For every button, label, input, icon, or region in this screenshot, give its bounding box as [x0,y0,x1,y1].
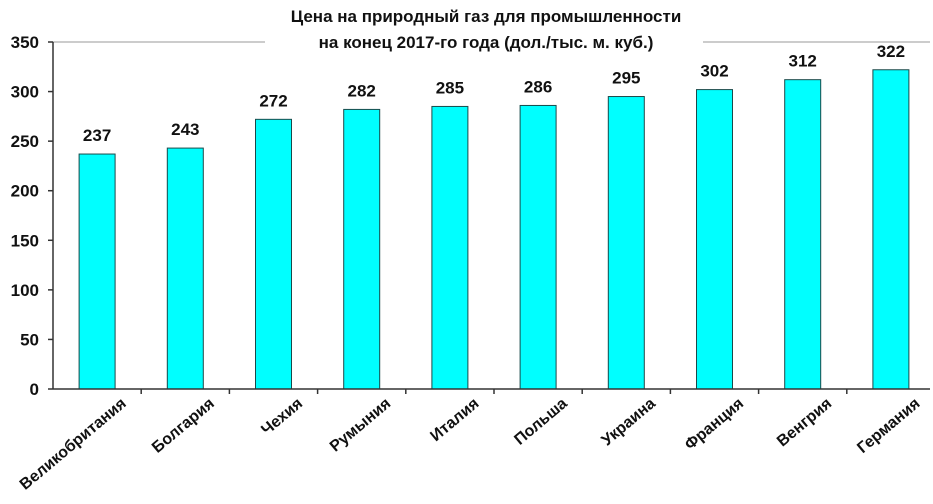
x-tick-label: Венгрия [774,395,835,450]
x-tick-label: Болгария [149,395,218,457]
data-label: 295 [612,69,640,88]
data-label: 322 [877,42,905,61]
data-label: 237 [83,126,111,145]
x-tick-label: Чехия [258,395,306,439]
data-label: 312 [789,52,817,71]
chart-title: Цена на природный газ для промышленности [291,7,682,26]
x-tick-label: Франция [682,395,747,454]
bar [78,153,116,390]
x-tick-label: Германия [854,395,923,457]
x-tick-label: Украина [599,395,659,449]
bar [872,69,910,390]
x-tick-label: Польша [511,395,570,449]
data-label: 302 [700,62,728,81]
y-tick-label: 0 [30,380,39,399]
x-tick-label: Италия [427,395,482,445]
y-tick-label: 350 [11,33,39,52]
bar [255,118,292,390]
bar [607,96,645,390]
title-background [265,28,703,54]
data-label: 243 [171,120,199,139]
chart-subtitle: на конец 2017-го года (дол./тыс. м. куб.… [319,33,654,52]
data-label: 282 [348,81,376,100]
y-tick-label: 300 [11,83,39,102]
y-tick-label: 250 [11,132,39,151]
bar [166,147,204,390]
y-tick-label: 100 [11,281,39,300]
y-tick-label: 150 [11,231,39,250]
bar [519,104,557,390]
x-tick-label: Великобритания [17,395,130,494]
data-label: 272 [259,91,287,110]
y-tick-label: 200 [11,182,39,201]
bar [696,89,733,390]
data-label: 285 [436,78,464,97]
data-label: 286 [524,77,552,96]
bar [784,79,822,390]
y-tick-label: 50 [20,330,39,349]
bar [343,108,381,390]
x-tick-label: Румыния [327,395,394,455]
bar [431,105,469,390]
